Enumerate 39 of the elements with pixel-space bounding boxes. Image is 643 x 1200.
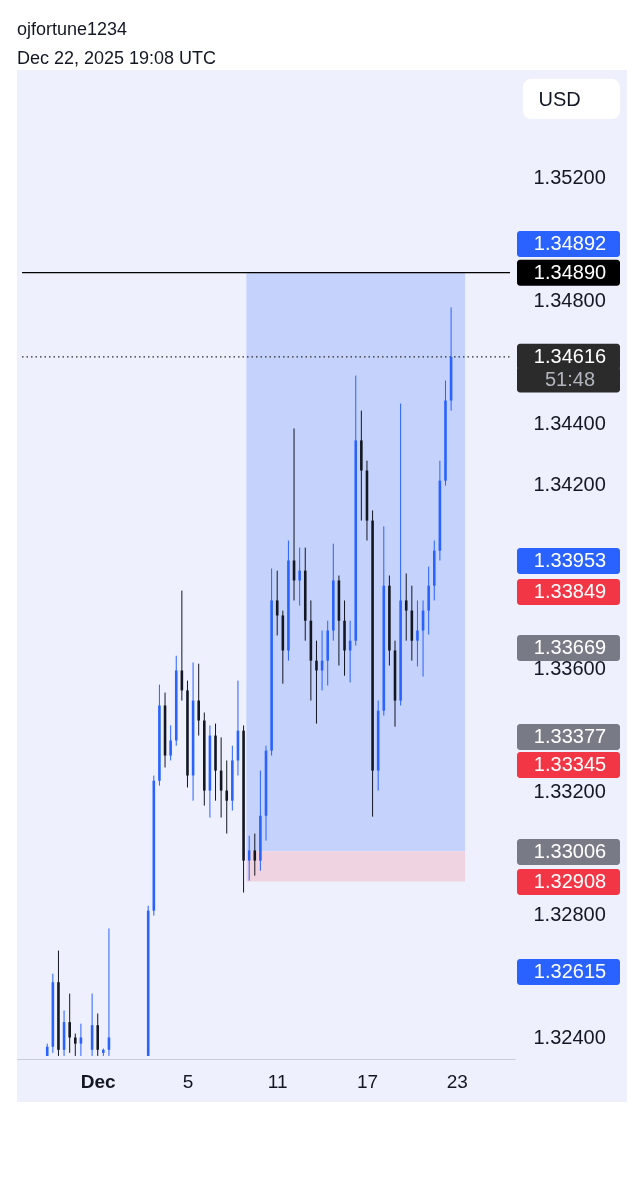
candlestick [197, 663, 200, 737]
text: 1.33006 [533, 840, 607, 862]
candlestick [225, 759, 229, 835]
text: 1.33377 [533, 725, 607, 747]
ref-line-label: 1.34890 [533, 260, 607, 283]
ref-line-label: 1.34616 [533, 344, 607, 367]
candlestick [169, 724, 172, 761]
y-axis-title: USD [538, 87, 581, 110]
text: 1.33669 [533, 636, 607, 658]
x-tick-label: 5 [182, 1070, 194, 1092]
candlestick [68, 993, 71, 1054]
y-tick-label: 1.34800 [533, 288, 606, 311]
y-tick-label: 1.32800 [533, 903, 606, 926]
candlestick [73, 1033, 77, 1057]
text: 1.32615 [533, 960, 607, 982]
x-tick-label: Dec [80, 1070, 117, 1092]
chart-title: ojfortune1234 [17, 19, 128, 39]
x-tick-label: 17 [356, 1070, 379, 1092]
text: 51:48 [544, 367, 596, 390]
chart-subtitle: Dec 22, 2025 19:08 UTC [17, 48, 217, 68]
candlestick [253, 833, 257, 877]
text: 1.33345 [533, 753, 607, 775]
text: 1.34892 [533, 232, 607, 254]
x-tick-label: 11 [267, 1070, 288, 1092]
text: 1.33849 [533, 580, 607, 602]
y-tick-label: 1.34400 [533, 411, 606, 434]
text: 1.32908 [533, 870, 607, 892]
y-tick-label: 1.33200 [533, 780, 606, 803]
candlestick [416, 599, 419, 667]
x-tick-label: 23 [446, 1070, 468, 1092]
text: 1.33953 [533, 549, 607, 571]
y-tick-label: 1.35200 [533, 166, 606, 188]
candlestick [275, 570, 279, 636]
candlestick [404, 572, 408, 642]
y-tick-label: 1.33600 [533, 657, 606, 680]
candlestick [298, 547, 301, 607]
y-tick-label: 1.32400 [533, 1026, 606, 1048]
y-tick-label: 1.34200 [533, 473, 606, 496]
candlestick [315, 640, 318, 725]
